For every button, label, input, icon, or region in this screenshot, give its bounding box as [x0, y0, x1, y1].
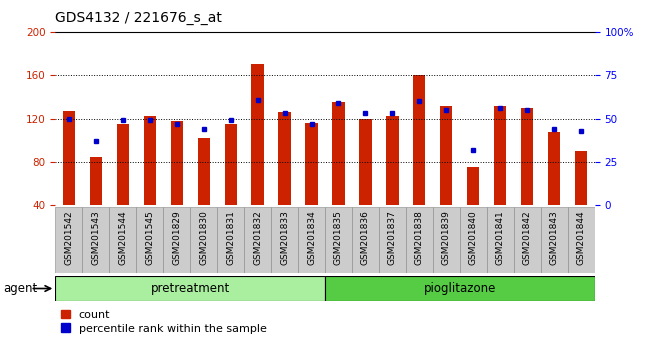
Bar: [521, 108, 534, 205]
Bar: [62, 111, 75, 205]
Bar: [325, 276, 595, 301]
Bar: [386, 116, 398, 205]
Text: GSM201543: GSM201543: [91, 210, 100, 265]
Bar: [170, 121, 183, 205]
Bar: [278, 112, 291, 205]
Text: GSM201842: GSM201842: [523, 210, 532, 265]
Bar: [136, 207, 163, 273]
Bar: [568, 207, 595, 273]
Bar: [82, 207, 109, 273]
Text: agent: agent: [3, 282, 38, 295]
Text: GSM201544: GSM201544: [118, 210, 127, 265]
Text: GSM201838: GSM201838: [415, 210, 424, 265]
Bar: [244, 207, 271, 273]
Text: GSM201834: GSM201834: [307, 210, 316, 265]
Text: GSM201832: GSM201832: [253, 210, 262, 265]
Text: GSM201841: GSM201841: [496, 210, 505, 265]
Bar: [548, 132, 560, 205]
Bar: [359, 119, 372, 205]
Legend: count, percentile rank within the sample: count, percentile rank within the sample: [61, 310, 266, 333]
Bar: [379, 207, 406, 273]
Text: pioglitazone: pioglitazone: [424, 282, 496, 295]
Text: GSM201844: GSM201844: [577, 210, 586, 265]
Bar: [163, 207, 190, 273]
Bar: [440, 105, 452, 205]
Bar: [144, 116, 156, 205]
Bar: [55, 207, 83, 273]
Bar: [467, 167, 480, 205]
Bar: [306, 123, 318, 205]
Text: GSM201840: GSM201840: [469, 210, 478, 265]
Bar: [325, 207, 352, 273]
Bar: [406, 207, 433, 273]
Bar: [224, 124, 237, 205]
Bar: [575, 151, 588, 205]
Text: GSM201835: GSM201835: [334, 210, 343, 265]
Bar: [332, 102, 345, 205]
Bar: [433, 207, 460, 273]
Bar: [413, 75, 426, 205]
Bar: [352, 207, 379, 273]
Text: GSM201829: GSM201829: [172, 210, 181, 265]
Text: GSM201831: GSM201831: [226, 210, 235, 265]
Text: GSM201843: GSM201843: [550, 210, 559, 265]
Bar: [90, 156, 102, 205]
Bar: [190, 207, 217, 273]
Bar: [55, 276, 325, 301]
Text: GSM201542: GSM201542: [64, 210, 73, 265]
Bar: [541, 207, 568, 273]
Text: GSM201545: GSM201545: [145, 210, 154, 265]
Text: GSM201836: GSM201836: [361, 210, 370, 265]
Text: pretreatment: pretreatment: [151, 282, 229, 295]
Bar: [494, 105, 506, 205]
Bar: [271, 207, 298, 273]
Bar: [217, 207, 244, 273]
Text: GSM201830: GSM201830: [199, 210, 208, 265]
Bar: [109, 207, 136, 273]
Bar: [252, 64, 264, 205]
Bar: [116, 124, 129, 205]
Bar: [514, 207, 541, 273]
Text: GSM201839: GSM201839: [442, 210, 451, 265]
Bar: [487, 207, 514, 273]
Text: GSM201837: GSM201837: [388, 210, 397, 265]
Text: GSM201833: GSM201833: [280, 210, 289, 265]
Text: GDS4132 / 221676_s_at: GDS4132 / 221676_s_at: [55, 11, 222, 25]
Bar: [460, 207, 487, 273]
Bar: [298, 207, 325, 273]
Bar: [198, 138, 210, 205]
